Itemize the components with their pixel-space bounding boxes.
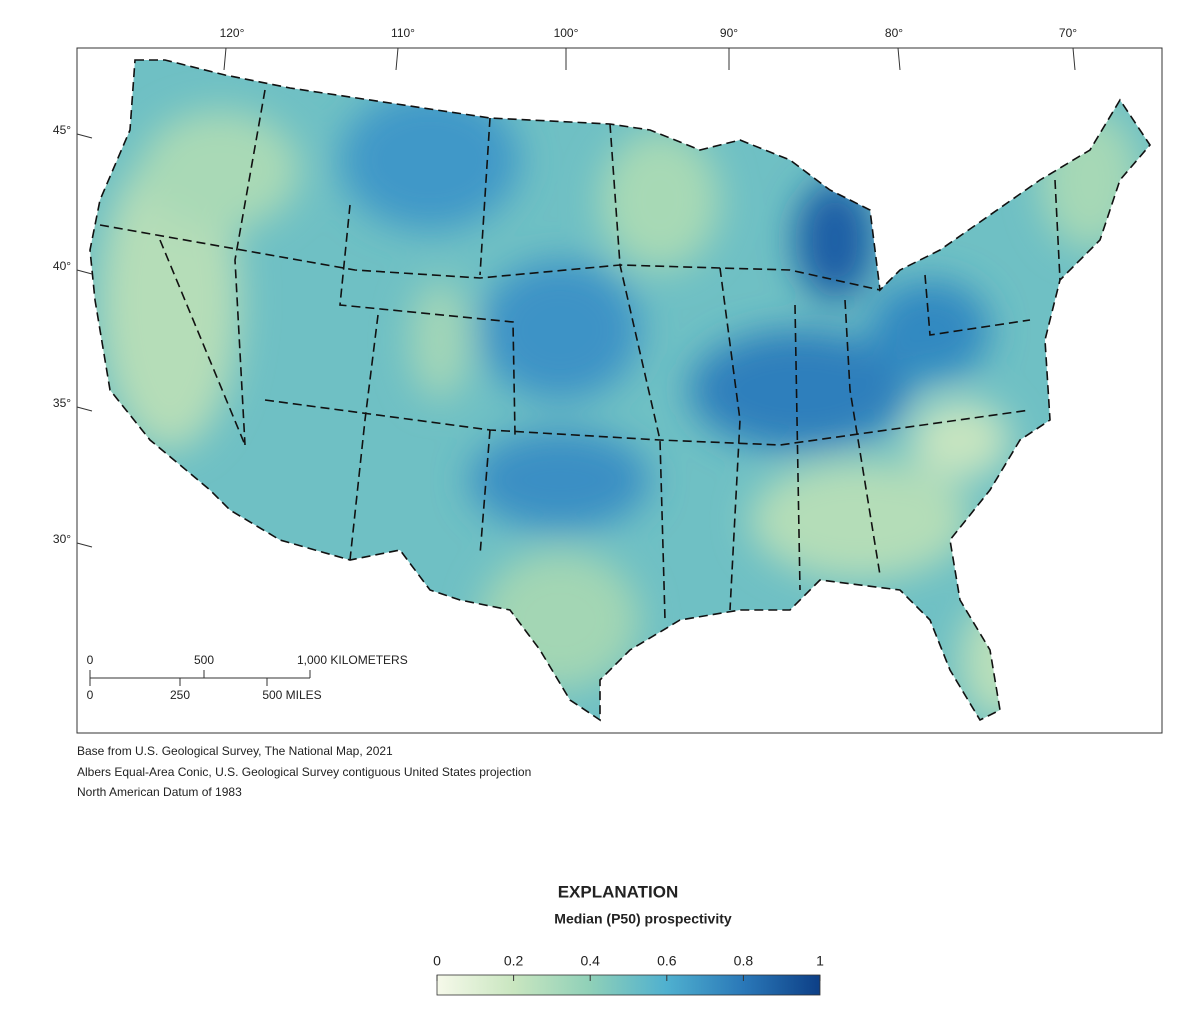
graticule-tick [76,542,93,548]
scale-label: 0 [87,653,94,667]
longitude-label: 90° [720,26,738,40]
graticule-tick [76,269,93,275]
colorbar-tick-label: 0.6 [657,953,677,969]
credit: North American Datum of 1983 [77,785,242,799]
graticule-tick [76,133,93,139]
scale-bar: 0 500 1,000 KILOMETERS 0 250 500 MILES [87,653,408,702]
graticule-tick [1072,47,1076,71]
longitude-label: 110° [391,26,415,40]
credit: Albers Equal-Area Conic, U.S. Geological… [77,765,531,779]
scale-label: 250 [170,688,190,702]
graticule-tick [223,47,227,71]
colorbar-tick-label: 0.8 [734,953,754,969]
graticule-tick [897,47,901,71]
longitude-label: 70° [1059,26,1077,40]
colorbar-tick-label: 1 [816,953,824,969]
latitude-label: 35° [53,396,71,410]
graticule-tick [395,47,399,71]
state-borders [99,89,1061,621]
graticule: 120° 110° 100° 90° 80° 70° 45° 40° 35° 30° [53,26,1077,548]
longitude-label: 80° [885,26,903,40]
scale-label: 500 MILES [262,688,321,702]
graticule-tick [76,406,93,412]
longitude-label: 100° [554,26,579,40]
colorbar: 0 0.2 0.4 0.6 0.8 1 [433,953,824,996]
longitude-label: 120° [220,26,245,40]
credit: Base from U.S. Geological Survey, The Na… [77,744,393,758]
legend-title: EXPLANATION [558,882,679,901]
scale-label: 1,000 KILOMETERS [297,653,408,667]
colorbar-ramp [436,974,821,996]
latitude-label: 30° [53,532,71,546]
legend-subtitle: Median (P50) prospectivity [554,911,732,927]
colorbar-tick-label: 0.2 [504,953,524,969]
colorbar-tick-label: 0 [433,953,441,969]
scale-label: 500 [194,653,214,667]
scale-label: 0 [87,688,94,702]
colorbar-tick-label: 0.4 [580,953,600,969]
latitude-label: 45° [53,123,71,137]
latitude-label: 40° [53,259,71,273]
